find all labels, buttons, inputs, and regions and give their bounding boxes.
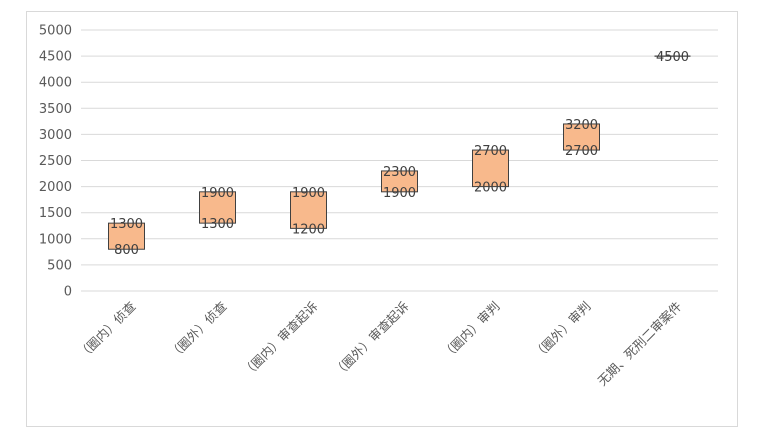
y-tick-label: 2000 [39, 180, 72, 195]
y-axis-ticks: 0 500 1000 1500 2000 2500 3000 3500 4000 4500 5000 [39, 24, 72, 300]
floating-bar [472, 149, 509, 188]
gridlines [81, 29, 718, 292]
x-category-label: （圈外）审查起诉 [330, 299, 411, 380]
x-category-label: （圈内）审查起诉 [239, 299, 320, 380]
y-tick-label: 500 [47, 258, 72, 273]
y-tick-label: 4000 [39, 76, 72, 91]
data-label-low: 1200 [292, 222, 325, 237]
x-category-label: （圈内）侦查 [75, 298, 139, 362]
floating-bar [290, 191, 327, 229]
floating-bar [199, 191, 236, 224]
data-label-high: 2700 [474, 144, 507, 159]
x-category-label: 无期、死刑二审案件 [594, 299, 684, 389]
data-label-low: 2000 [474, 181, 507, 196]
bars [108, 55, 691, 250]
y-tick-label: 1000 [39, 232, 72, 247]
y-tick-label: 0 [64, 285, 72, 300]
data-label-high: 3200 [565, 118, 598, 133]
x-axis-categories: （圈内）侦查 （圈外）侦查 （圈内）审查起诉 （圈外）审查起诉 （圈内）审判 （圈外）审判… [75, 298, 685, 389]
y-tick-label: 3500 [39, 102, 72, 117]
y-tick-label: 1500 [39, 206, 72, 221]
x-category-label: （圈外）侦查 [166, 298, 230, 362]
data-label-high: 1900 [292, 186, 325, 201]
floating-bar [563, 123, 600, 151]
data-label-high: 1900 [201, 186, 234, 201]
floating-bar [381, 170, 418, 193]
data-labels: 1300 800 1900 1300 1900 1200 2300 1900 2700 2000 3… [110, 50, 689, 258]
y-tick-label: 3000 [39, 128, 72, 143]
x-category-label: （圈内）审判 [439, 299, 503, 363]
data-label-high: 1300 [110, 217, 143, 232]
data-label-low: 1900 [383, 186, 416, 201]
chart-frame [26, 11, 738, 427]
x-category-label: （圈外）审判 [530, 299, 594, 363]
floating-bar [108, 222, 145, 250]
y-tick-label: 4500 [39, 50, 72, 65]
y-tick-label: 5000 [39, 24, 72, 39]
data-label-low: 800 [114, 243, 139, 258]
y-tick-label: 2500 [39, 154, 72, 169]
data-label-high: 4500 [656, 50, 689, 65]
data-label-low: 1300 [201, 217, 234, 232]
data-label-high: 2300 [383, 165, 416, 180]
data-label-low: 2700 [565, 144, 598, 159]
